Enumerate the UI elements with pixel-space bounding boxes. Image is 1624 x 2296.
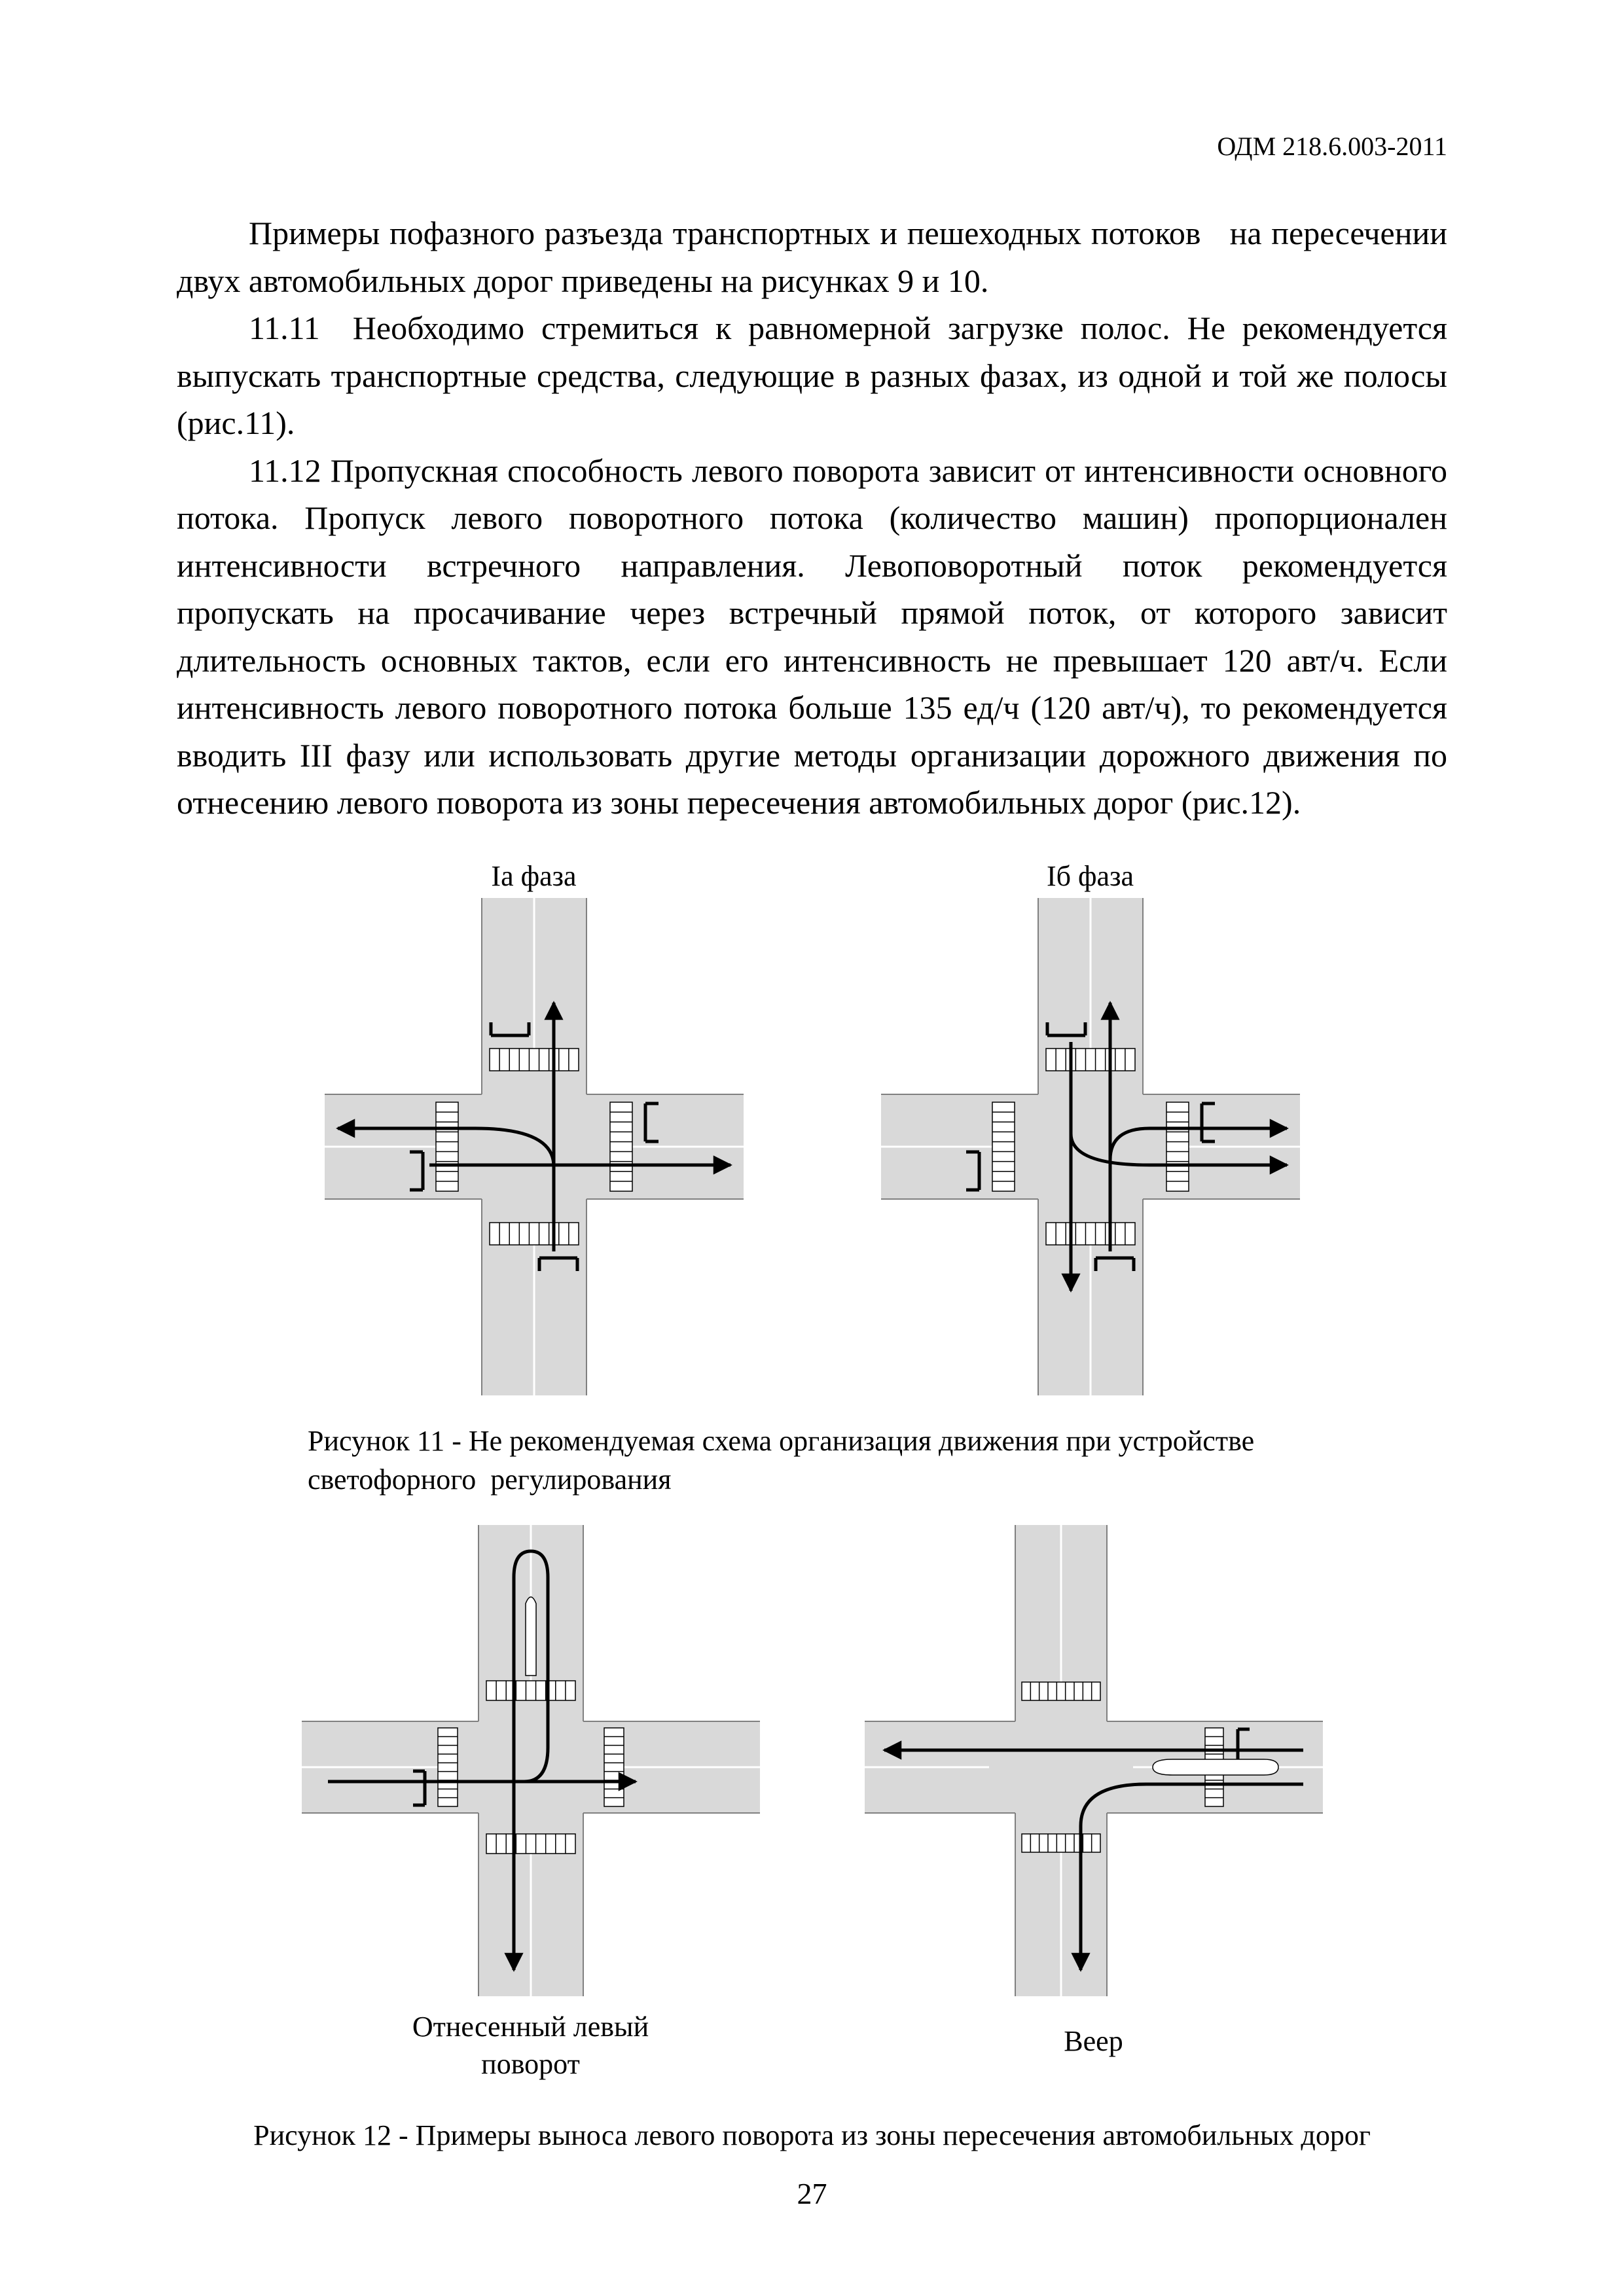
intersection-diagram-icon: [325, 898, 744, 1395]
page-number: 27: [0, 2176, 1624, 2211]
figure-11b: Iб фаза: [881, 859, 1300, 1395]
figure-12a: Отнесенный левый поворот: [302, 1525, 760, 2083]
intersection-diagram-icon: [881, 898, 1300, 1395]
paragraph-1: Примеры пофазного разъезда транспортных …: [177, 209, 1447, 304]
page: ОДМ 218.6.003-2011 Примеры пофазного раз…: [0, 0, 1624, 2296]
figure-12-caption: Рисунок 12 - Примеры выноса левого повор…: [177, 2116, 1447, 2155]
body-text: Примеры пофазного разъезда транспортных …: [177, 209, 1447, 827]
doc-code: ОДМ 218.6.003-2011: [1217, 131, 1447, 162]
figure-12b: Веер: [865, 1525, 1323, 2083]
intersection-diagram-icon: [865, 1525, 1323, 1996]
intersection-diagram-icon: [302, 1525, 760, 1996]
sublabel-line: поворот: [481, 2048, 580, 2080]
paragraph-2: 11.11 Необходимо стремиться к равномерно…: [177, 304, 1447, 447]
figure-11-caption: Рисунок 11 - Не рекомендуемая схема орга…: [177, 1422, 1447, 1499]
sublabel-line: Отнесенный левый: [412, 2011, 649, 2043]
figure-12-row: Отнесенный левый поворот Веер: [177, 1525, 1447, 2083]
figure-12b-sublabel: Веер: [865, 2022, 1323, 2060]
figure-11-row: Iа фаза Iб фаза: [177, 859, 1447, 1395]
figure-11b-title: Iб фаза: [881, 859, 1300, 893]
figure-12a-sublabel: Отнесенный левый поворот: [302, 2008, 760, 2083]
paragraph-3: 11.12 Пропускная способность левого пово…: [177, 447, 1447, 827]
figure-11a-title: Iа фаза: [325, 859, 744, 893]
figure-11a: Iа фаза: [325, 859, 744, 1395]
